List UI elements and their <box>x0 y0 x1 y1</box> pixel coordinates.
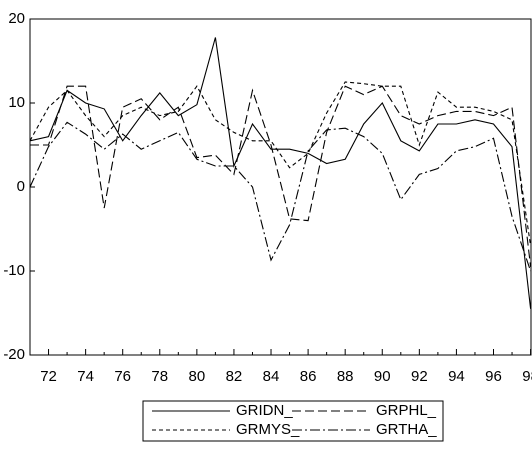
x-tick-label: 92 <box>411 368 428 385</box>
legend-label: GRTHA_ <box>376 421 437 438</box>
legend-label: GRPHL_ <box>376 402 437 419</box>
legend-label: GRMYS_ <box>236 421 300 438</box>
x-tick-label: 84 <box>263 368 280 385</box>
y-tick-label: -10 <box>3 262 25 279</box>
x-tick-label: 94 <box>448 368 465 385</box>
y-tick-label: 20 <box>8 10 25 27</box>
x-tick-label: 76 <box>114 368 131 385</box>
x-tick-label: 78 <box>151 368 168 385</box>
legend-box <box>142 400 444 442</box>
y-tick-label: 0 <box>17 178 25 195</box>
series-line <box>29 37 532 309</box>
x-tick-label: 86 <box>300 368 317 385</box>
x-tick-label: 88 <box>337 368 354 385</box>
series-line <box>30 85 532 267</box>
x-tick-label: 74 <box>77 368 94 385</box>
plot-frame <box>29 18 532 356</box>
x-tick-label: 82 <box>226 368 243 385</box>
x-tick-label: 80 <box>189 368 206 385</box>
legend-label: GRIDN_ <box>236 402 293 419</box>
y-tick-label: 10 <box>8 94 25 111</box>
y-tick-label: -20 <box>3 346 25 363</box>
x-tick-label: 72 <box>40 368 57 385</box>
x-tick-label: 90 <box>374 368 391 385</box>
x-tick-label: 98 <box>522 368 532 385</box>
series-line <box>29 121 532 272</box>
x-tick-label: 96 <box>485 368 502 385</box>
series-line <box>29 81 532 246</box>
